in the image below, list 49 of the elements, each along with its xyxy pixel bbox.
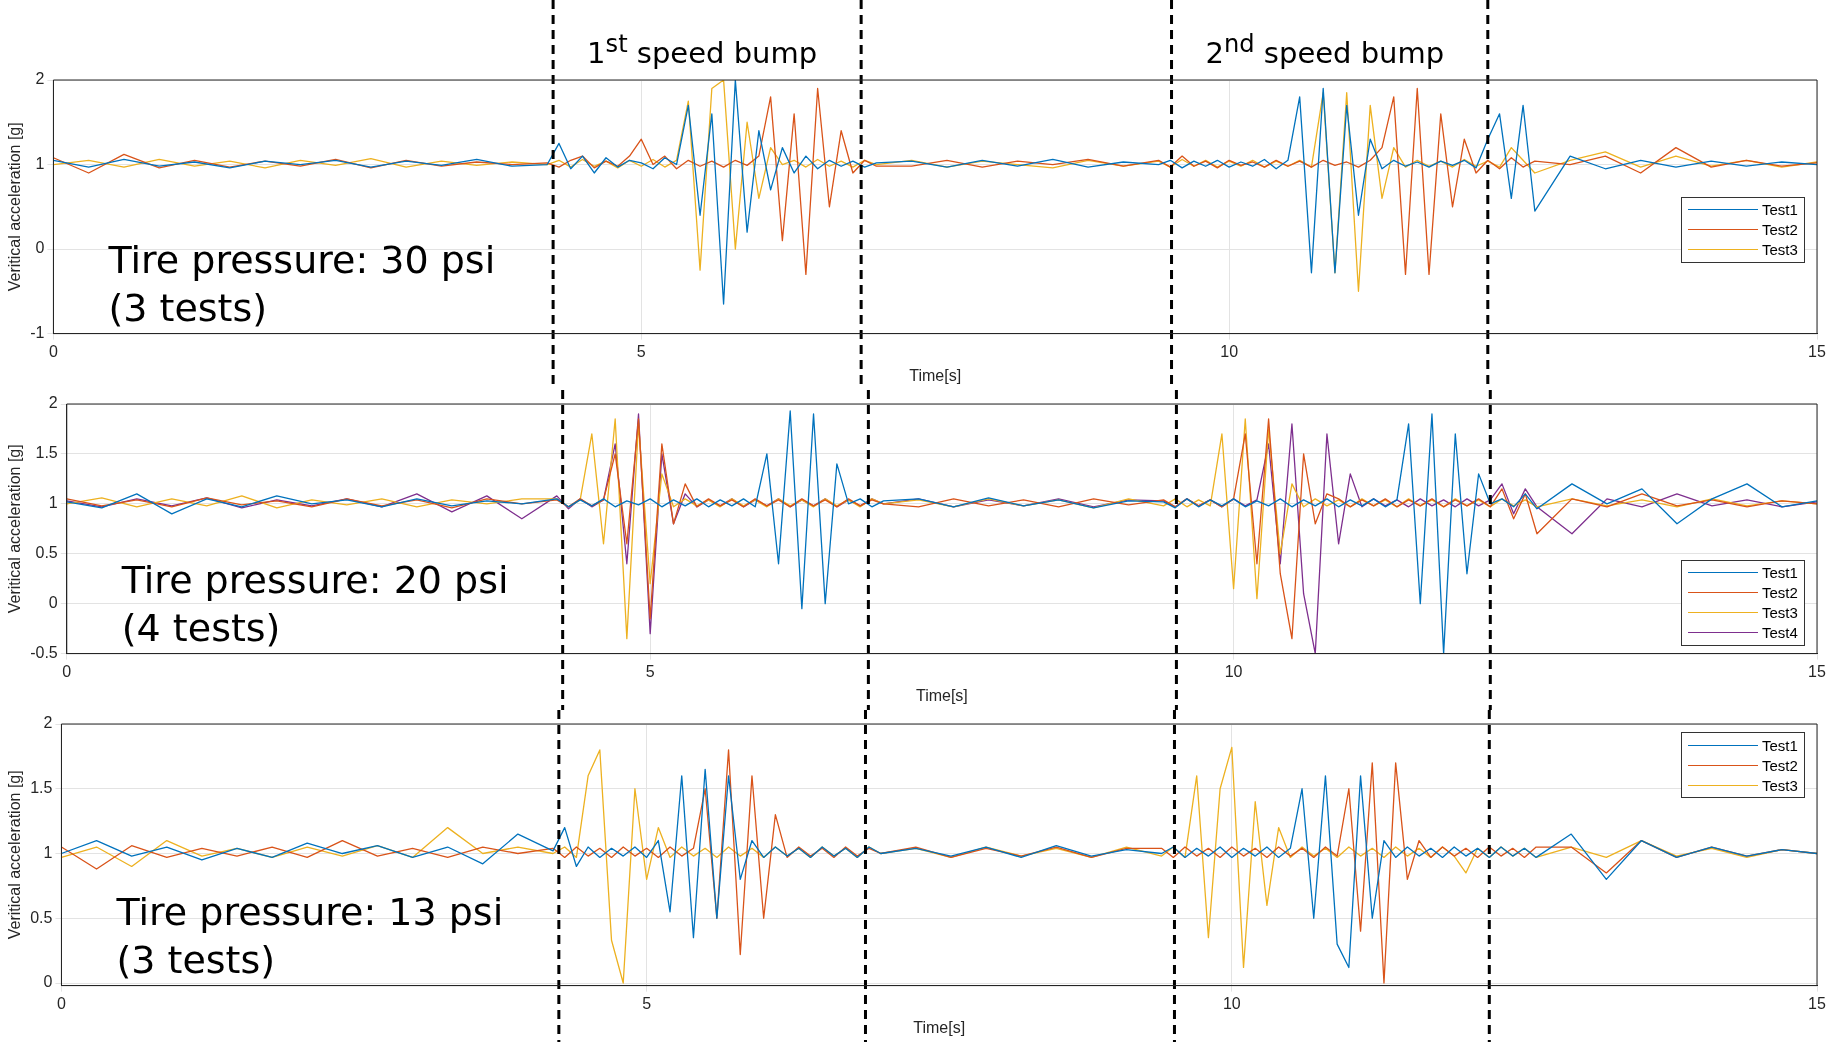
annotation: Tire pressure: 20 psi (121, 556, 509, 604)
legend-label: Test4 (1762, 624, 1798, 642)
legend-label: Test2 (1762, 584, 1798, 602)
y-axis-title: Veritical acceleration [g] (6, 122, 24, 292)
legend-label: Test3 (1762, 604, 1798, 622)
x-tick-label: 10 (1220, 342, 1239, 360)
legend-label: Test1 (1762, 564, 1798, 582)
annotation: Tire pressure: 30 psi (108, 236, 496, 284)
y-tick-label: 1 (43, 843, 53, 861)
y-tick-label: 1 (35, 154, 45, 172)
x-axis-title: Time[s] (915, 686, 968, 704)
y-tick-label: -1 (30, 324, 45, 342)
y-tick-label: 0.5 (35, 544, 58, 562)
legend-label: Test1 (1762, 736, 1798, 754)
x-tick-label: 15 (1808, 342, 1826, 360)
x-tick-label: 10 (1224, 662, 1243, 680)
y-tick-label: 1 (48, 494, 58, 512)
y-tick-label: -0.5 (30, 644, 58, 662)
legend-label: Test3 (1762, 776, 1798, 794)
legend-label: Test1 (1762, 201, 1798, 219)
legend-label: Test3 (1762, 241, 1798, 259)
x-tick-label: 10 (1222, 994, 1241, 1012)
legend-label: Test2 (1762, 221, 1798, 239)
y-tick-label: 1.5 (35, 444, 58, 462)
y-tick-label: 1.5 (30, 779, 53, 797)
y-tick-label: 0 (48, 594, 58, 612)
x-axis-title: Time[s] (909, 366, 962, 384)
annotation: (3 tests) (116, 936, 277, 984)
y-axis-title: Veritical acceleration [g] (6, 770, 24, 940)
y-tick-label: 2 (48, 394, 58, 412)
x-tick-label: 15 (1808, 994, 1826, 1012)
annotation: Tire pressure: 13 psi (116, 888, 504, 936)
x-tick-label: 5 (642, 994, 652, 1012)
x-tick-label: 5 (636, 342, 646, 360)
x-tick-label: 0 (62, 662, 72, 680)
ref-line-label: 1$^{st}$ speed bump (587, 30, 818, 70)
y-axis-title: Veritical acceleration [g] (6, 444, 24, 614)
annotation: (4 tests) (121, 604, 282, 652)
y-tick-label: 0.5 (30, 908, 53, 926)
y-tick-label: 2 (35, 70, 45, 88)
x-tick-label: 5 (645, 662, 655, 680)
legend-label: Test2 (1762, 756, 1798, 774)
x-tick-label: 15 (1808, 662, 1826, 680)
y-tick-label: 2 (43, 714, 53, 732)
y-tick-label: 0 (35, 239, 45, 257)
annotation: (3 tests) (108, 284, 269, 332)
y-tick-label: 0 (43, 973, 53, 991)
ref-line-label: 2$^{nd}$ speed bump (1205, 30, 1445, 70)
x-axis-title: Time[s] (913, 1018, 966, 1036)
